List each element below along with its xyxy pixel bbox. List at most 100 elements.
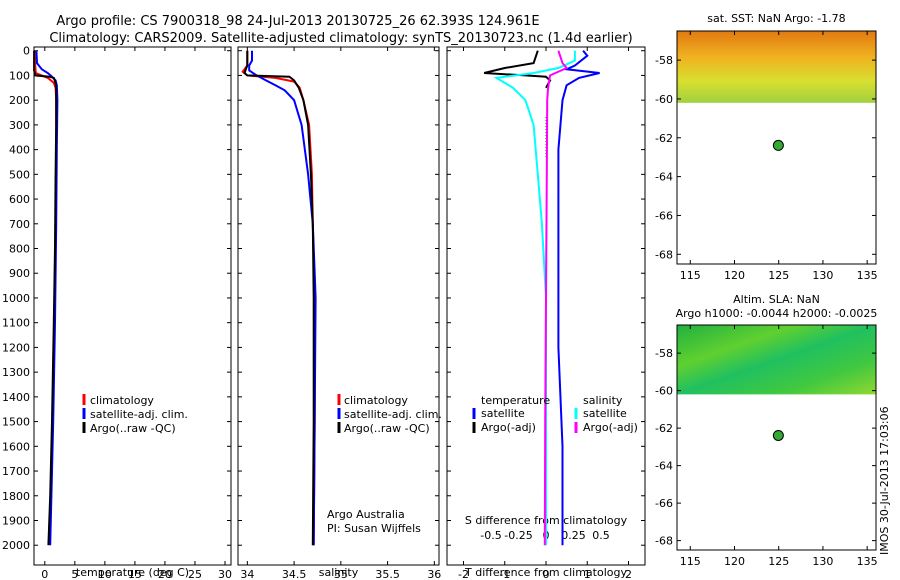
salinity-legend: climatology satellite-adj. clim. Argo(..… bbox=[327, 394, 442, 535]
y-tick-label: 700 bbox=[9, 218, 30, 231]
y-tick-label: 500 bbox=[9, 168, 30, 181]
lon-tick-label: 125 bbox=[768, 555, 789, 568]
lon-tick-label: 125 bbox=[768, 269, 789, 282]
lat-tick-label: -58 bbox=[655, 54, 673, 67]
lon-tick-label: 135 bbox=[857, 269, 878, 282]
lon-tick-label: 115 bbox=[680, 555, 701, 568]
lat-tick-label: -62 bbox=[655, 132, 673, 145]
map-title: sat. SST: NaN Argo: -1.78 bbox=[707, 12, 845, 25]
x-tick-label: 34.5 bbox=[282, 568, 307, 580]
lon-tick-label: 130 bbox=[812, 269, 833, 282]
y-tick-label: 2000 bbox=[2, 539, 30, 552]
title-line-2: Climatology: CARS2009. Satellite-adjuste… bbox=[49, 31, 632, 46]
series-line bbox=[34, 50, 58, 546]
legend-label-t-argo: Argo(-adj) bbox=[481, 421, 536, 434]
x-tick-label: 35 bbox=[334, 568, 348, 580]
plot-frame bbox=[237, 46, 440, 566]
y-tick-label: 100 bbox=[9, 69, 30, 82]
satellite-field bbox=[677, 31, 876, 103]
legend-label-s-argo: Argo(-adj) bbox=[583, 421, 638, 434]
imos-timestamp: IMOS 30-Jul-2013 17:03:06 bbox=[878, 406, 891, 555]
series-line bbox=[241, 50, 316, 546]
y-tick-label: 1200 bbox=[2, 341, 30, 354]
series-line bbox=[557, 50, 600, 546]
map-title: Altim. SLA: NaN bbox=[733, 293, 820, 306]
series-line bbox=[543, 50, 569, 546]
legend-label-t-satellite: satellite bbox=[481, 407, 525, 420]
legend-label-argo: Argo(..raw -QC) bbox=[344, 422, 430, 435]
x-tick-label: 34 bbox=[240, 568, 254, 580]
lat-tick-label: -68 bbox=[655, 248, 673, 261]
x-tick-label: 0 bbox=[543, 568, 550, 580]
lat-tick-label: -66 bbox=[655, 209, 673, 222]
lat-tick-label: -60 bbox=[655, 93, 673, 106]
y-tick-label: 1600 bbox=[2, 440, 30, 453]
title-line-1: Argo profile: CS 7900318_98 24-Jul-2013 … bbox=[56, 14, 539, 29]
lon-tick-label: 120 bbox=[724, 555, 745, 568]
lat-tick-label: -64 bbox=[655, 460, 673, 473]
top-x-tick-label: -0.25 bbox=[504, 529, 532, 542]
plot-frame bbox=[33, 46, 232, 566]
y-tick-label: 1900 bbox=[2, 514, 30, 527]
legend-label-satellite: satellite-adj. clim. bbox=[344, 408, 442, 421]
lat-tick-label: -64 bbox=[655, 171, 673, 184]
x-tick-label: -2 bbox=[458, 568, 469, 580]
y-tick-label: 1400 bbox=[2, 391, 30, 404]
x-tick-label: 1 bbox=[584, 568, 591, 580]
y-tick-label: 1800 bbox=[2, 490, 30, 503]
float-position-marker bbox=[772, 139, 784, 151]
y-tick-label: 1300 bbox=[2, 366, 30, 379]
credit-line-2: PI: Susan Wijffels bbox=[327, 522, 421, 535]
y-tick-label: 600 bbox=[9, 193, 30, 206]
top-x-tick-label: 0.25 bbox=[561, 529, 586, 542]
x-tick-label: 20 bbox=[158, 568, 172, 580]
y-tick-label: 300 bbox=[9, 119, 30, 132]
salinity-panel: 34 34.5 35 35.5 36 salinity bbox=[237, 46, 441, 580]
y-tick-label: 900 bbox=[9, 267, 30, 280]
x-axis-label: temperature (deg C) bbox=[76, 566, 189, 579]
lon-tick-label: 135 bbox=[857, 555, 878, 568]
x-tick-label: 25 bbox=[188, 568, 202, 580]
series-line bbox=[248, 50, 317, 546]
legend-label-climatology: climatology bbox=[344, 394, 408, 407]
map-subtitle: Argo h1000: -0.0044 h2000: -0.0025 bbox=[676, 307, 878, 320]
y-tick-label: 1700 bbox=[2, 465, 30, 478]
map-frame bbox=[676, 30, 877, 265]
top-x-tick-label: -0.5 bbox=[480, 529, 501, 542]
y-tick-label: 0 bbox=[23, 45, 30, 58]
float-position-marker bbox=[772, 429, 784, 441]
lon-tick-label: 120 bbox=[724, 269, 745, 282]
legend-heading-salinity: salinity bbox=[583, 394, 623, 407]
lat-tick-label: -58 bbox=[655, 347, 673, 360]
lon-tick-label: 130 bbox=[812, 555, 833, 568]
map-frame bbox=[676, 324, 877, 551]
x-axis-label: salinity bbox=[319, 566, 359, 579]
temperature-legend: climatology satellite-adj. clim. Argo(..… bbox=[82, 394, 188, 435]
lat-tick-label: -66 bbox=[655, 497, 673, 510]
sst-map: sat. SST: NaN Argo: -1.78 -58 -60 -62 -64 -66… bbox=[655, 12, 878, 282]
satellite-field bbox=[677, 325, 876, 395]
top-x-tick-label: 0.5 bbox=[592, 529, 610, 542]
x-tick-label: 15 bbox=[128, 568, 142, 580]
y-tick-label: 1100 bbox=[2, 317, 30, 330]
series-line bbox=[243, 50, 315, 546]
x-tick-label: 35.5 bbox=[375, 568, 400, 580]
series-line bbox=[33, 50, 58, 546]
legend-label-climatology: climatology bbox=[90, 394, 154, 407]
series-line bbox=[483, 50, 552, 89]
legend-label-s-satellite: satellite bbox=[583, 407, 627, 420]
y-tick-label: 800 bbox=[9, 243, 30, 256]
x-tick-label: 5 bbox=[71, 568, 78, 580]
lat-tick-label: -68 bbox=[655, 535, 673, 548]
x-axis-label: T difference from climatology bbox=[464, 566, 627, 579]
lat-tick-label: -60 bbox=[655, 385, 673, 398]
y-tick-label: 400 bbox=[9, 144, 30, 157]
x-tick-label: 2 bbox=[625, 568, 632, 580]
x-tick-label: 10 bbox=[98, 568, 112, 580]
x-tick-label: -1 bbox=[499, 568, 510, 580]
x-tick-label: 0 bbox=[41, 568, 48, 580]
temperature-panel: 0100200300400500600700800900100011001200… bbox=[2, 45, 232, 580]
